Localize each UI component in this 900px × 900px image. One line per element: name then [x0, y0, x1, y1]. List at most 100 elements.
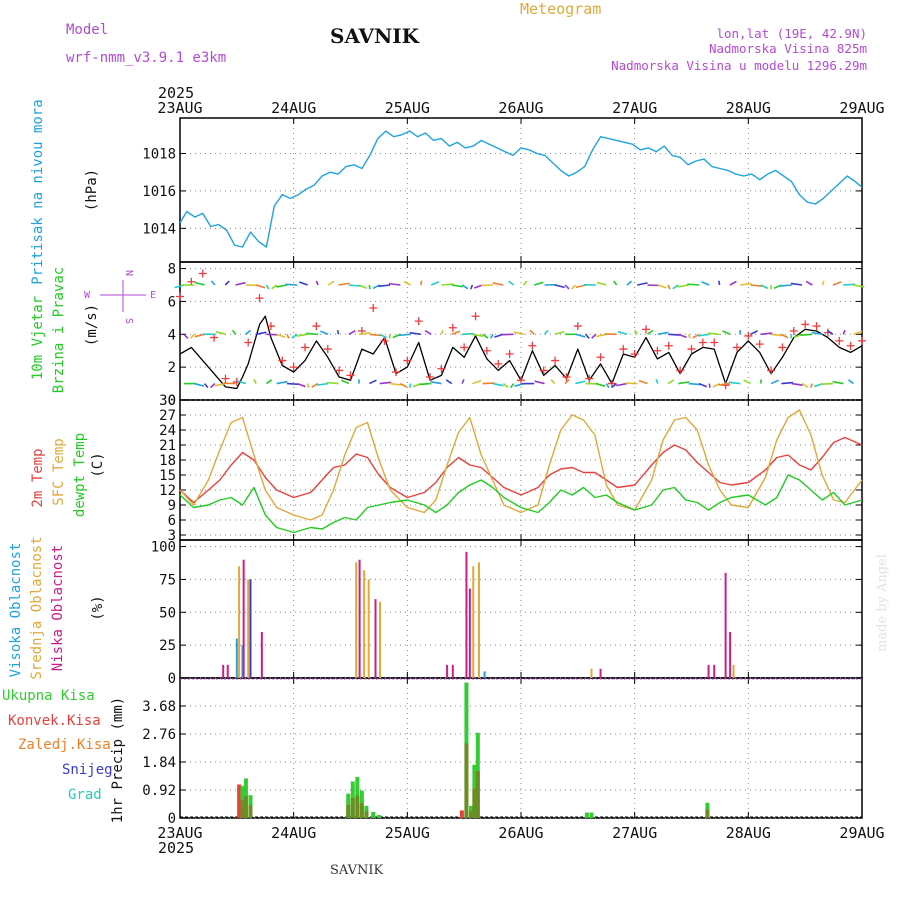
x-label-top: 29AUG [839, 99, 884, 117]
y-tick-label-pressure: 1016 [142, 184, 176, 200]
cloud-bar [260, 632, 263, 678]
wind-barb [843, 283, 856, 286]
wind-barb [842, 329, 846, 335]
x-label-top: 28AUG [726, 99, 771, 117]
wind-barb [750, 330, 758, 336]
wind-barb [338, 282, 350, 286]
wind-barb [369, 333, 381, 337]
wind-barb [508, 280, 515, 286]
wind-barb [575, 333, 586, 338]
precip-ylabel: 1hr Precip (mm) [110, 697, 126, 823]
wind-barb [801, 382, 809, 388]
legend-conv: Konvek.Kisa [8, 713, 101, 729]
x-label-bottom: 23AUG [157, 824, 202, 842]
gust-marker [562, 373, 571, 381]
compass-rose: N W E S [84, 270, 156, 324]
temp-ylabel-dew: dewpt Temp [72, 433, 88, 517]
wind-barb [810, 383, 814, 389]
y-tick-label-cloud: 100 [151, 540, 176, 556]
wind-barb [285, 283, 298, 286]
wind-barb [265, 284, 270, 290]
y-tick-label-pressure: 1014 [142, 221, 176, 237]
x-label-top: 24AUG [271, 99, 316, 117]
wind-barb [271, 284, 278, 290]
wind-barb [571, 284, 576, 290]
cloud-bar [379, 601, 382, 678]
wind-barb [781, 381, 794, 385]
wind-barb [255, 331, 267, 336]
compass-n: N [123, 270, 134, 276]
wind-barb [276, 333, 286, 338]
cloud-bar [446, 664, 449, 678]
gust-marker [846, 341, 855, 350]
gust-marker [744, 331, 753, 340]
model-elevation-info: Nadmorska Visina u modelu 1296.29m [611, 58, 867, 73]
wind-barb [847, 379, 854, 385]
wind-barb [655, 379, 659, 384]
wind-barb [701, 281, 710, 286]
wind-barb [462, 332, 474, 336]
wind-barb [451, 284, 463, 288]
cloud-bar [707, 664, 710, 678]
wind-barb [687, 334, 691, 339]
wind-barb [492, 382, 504, 387]
wind-barb [409, 331, 422, 336]
wind-barb [348, 284, 361, 287]
x-label-bottom: 27AUG [612, 824, 657, 842]
cloud-panel: Visoka Oblacnost Srednja Oblacnost Niska… [8, 536, 106, 679]
temp-line-0 [179, 436, 863, 504]
year-top: 2025 [158, 84, 194, 102]
chart-marks [174, 130, 866, 818]
wind-barb [677, 284, 689, 288]
wind-barb [297, 382, 306, 388]
wind-barb [743, 379, 751, 385]
wind-barb [647, 284, 660, 287]
precip-bar [459, 810, 464, 818]
legend-total: Ukupna Kisa [2, 688, 95, 704]
wind-barb [379, 333, 388, 339]
wind-barb [441, 283, 454, 286]
wind-barb [358, 284, 367, 289]
wind-barb [424, 329, 432, 335]
wind-barb [276, 284, 288, 288]
cloud-bar [732, 664, 735, 678]
y-tick-label-cloud: 75 [159, 572, 176, 588]
wind-barb [575, 380, 586, 385]
wind-barb [790, 334, 793, 339]
wind-barb [398, 333, 411, 337]
precip-bar-conv [243, 796, 248, 818]
y-tick-label-temp: 15 [159, 468, 176, 484]
gust-marker [789, 327, 798, 335]
precip-panel: Ukupna Kisa Konvek.Kisa Zaledj.Kisa Snij… [2, 688, 126, 823]
precip-bar [584, 812, 589, 818]
year-bottom: 2025 [158, 839, 194, 857]
x-label-top: 23AUG [157, 99, 202, 117]
gust-marker [732, 343, 741, 352]
gust-marker [176, 292, 184, 301]
wind-barb [534, 380, 545, 385]
meteogram-title: Meteogram [520, 0, 601, 18]
wind-barb [564, 379, 570, 385]
cloud-bar [242, 559, 245, 678]
wind-barb [554, 330, 565, 336]
wind-barb [596, 281, 607, 286]
cloud-bar [724, 572, 727, 678]
wind-barb [461, 284, 469, 290]
wind-barb [316, 382, 329, 386]
gust-marker [460, 343, 469, 352]
wind-barb [482, 333, 489, 339]
precip-bar-conv [475, 771, 480, 818]
precip-bar [589, 812, 594, 818]
wind-barb [190, 333, 195, 339]
x-axis-labels: 23AUG 23AUG 24AUG 24AUG 25AUG 25AUG 26AUG 26AUG… [157, 99, 884, 842]
y-tick-label-precip: 2.76 [142, 727, 176, 743]
y-tick-label-wind: 2 [168, 360, 176, 376]
wind-barb [760, 284, 769, 290]
precip-bar-conv [248, 805, 253, 818]
wind-barb [821, 382, 833, 386]
gust-marker [517, 376, 525, 385]
gust-marker [391, 368, 400, 377]
gust-marker [494, 359, 503, 368]
precip-bar-conv [359, 802, 364, 818]
wind-barb [760, 332, 773, 336]
